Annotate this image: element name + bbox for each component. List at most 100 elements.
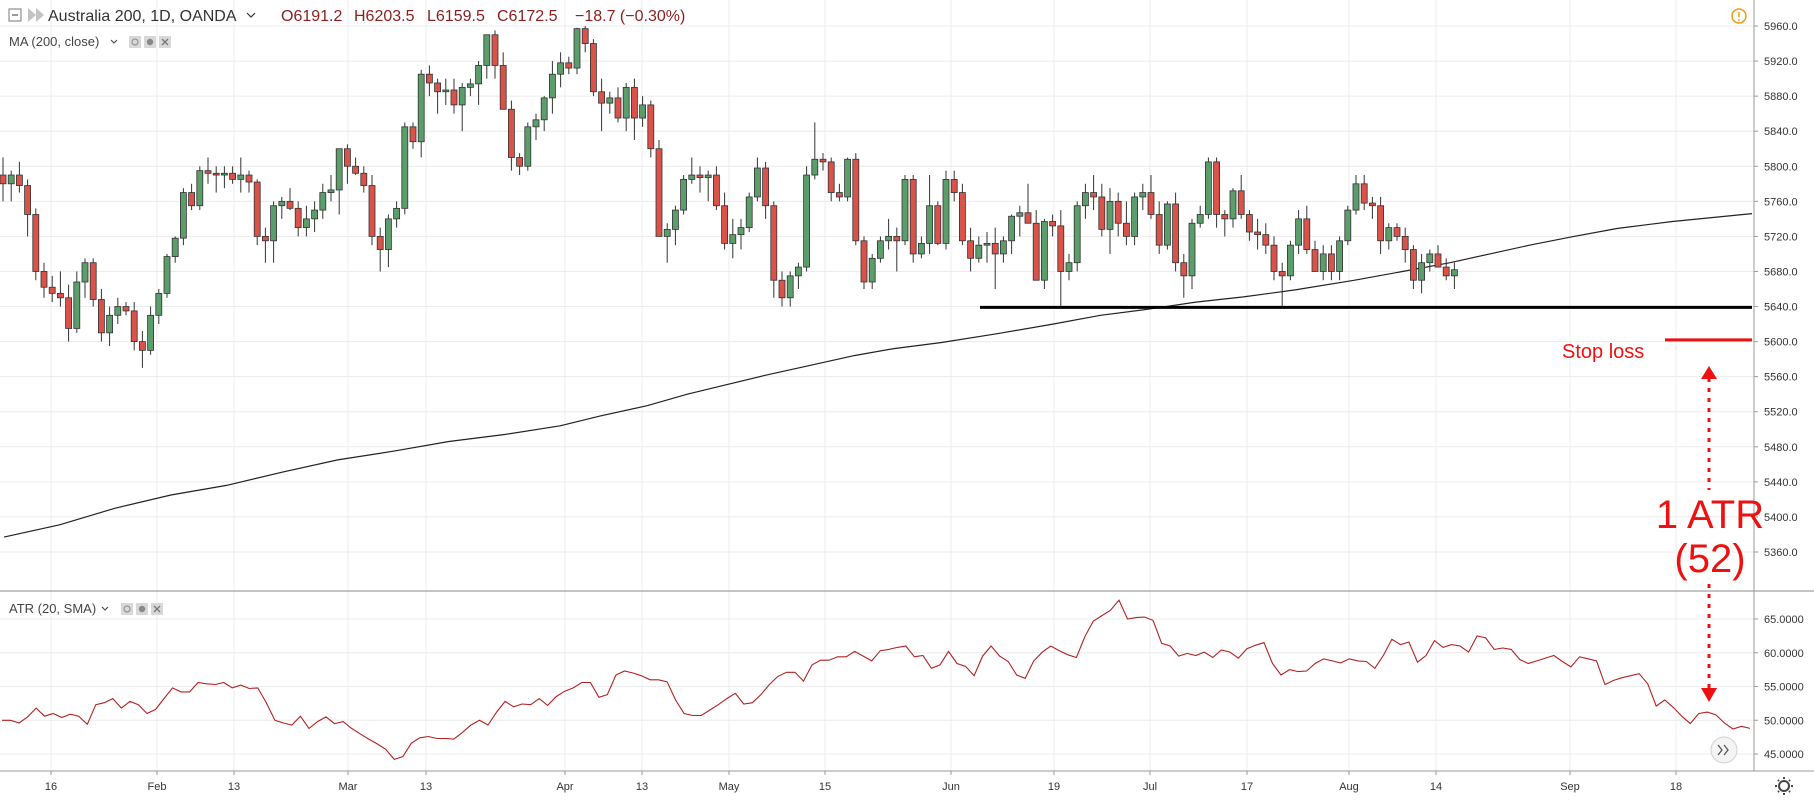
candle[interactable] <box>852 153 860 246</box>
candle[interactable] <box>565 56 573 75</box>
candle[interactable] <box>959 183 966 246</box>
candle[interactable] <box>89 258 97 307</box>
candle[interactable] <box>327 175 335 202</box>
candle[interactable] <box>147 306 155 355</box>
candle[interactable] <box>138 331 146 368</box>
candle[interactable] <box>450 78 458 114</box>
candle[interactable] <box>967 227 974 272</box>
candle[interactable] <box>811 122 819 180</box>
candle[interactable] <box>1114 192 1122 237</box>
scroll-right-button[interactable] <box>1710 736 1738 764</box>
candle[interactable] <box>114 297 122 325</box>
candle[interactable] <box>901 175 909 246</box>
candle[interactable] <box>122 302 130 316</box>
candle[interactable] <box>1287 240 1294 281</box>
candle[interactable] <box>1377 196 1384 254</box>
candle[interactable] <box>1172 192 1179 272</box>
candle[interactable] <box>549 61 556 114</box>
candle[interactable] <box>1008 214 1015 254</box>
candle[interactable] <box>983 232 991 263</box>
candle[interactable] <box>319 183 327 219</box>
candle[interactable] <box>598 78 605 132</box>
candle[interactable] <box>647 100 655 158</box>
candle[interactable] <box>1147 175 1155 219</box>
candle[interactable] <box>532 113 540 140</box>
eye-icon[interactable] <box>129 36 141 48</box>
candle[interactable] <box>245 170 253 193</box>
candle[interactable] <box>844 157 851 202</box>
candle[interactable] <box>360 166 368 193</box>
candle[interactable] <box>1196 205 1204 228</box>
warning-icon[interactable] <box>1731 8 1747 24</box>
candle[interactable] <box>1073 201 1081 272</box>
candle[interactable] <box>622 82 630 132</box>
candle[interactable] <box>335 148 343 215</box>
candle[interactable] <box>73 271 81 333</box>
candle[interactable] <box>106 306 113 346</box>
candle[interactable] <box>1237 175 1245 219</box>
candle[interactable] <box>1065 253 1073 281</box>
candle[interactable] <box>417 69 425 158</box>
candlestick-series[interactable] <box>0 26 1458 368</box>
candle[interactable] <box>32 208 40 281</box>
candle[interactable] <box>1278 262 1286 307</box>
candle[interactable] <box>384 214 392 268</box>
candle[interactable] <box>171 236 179 263</box>
candle[interactable] <box>1057 210 1065 307</box>
candle[interactable] <box>393 201 401 228</box>
atr-legend-label[interactable]: ATR (20, SMA) <box>9 601 96 616</box>
candle[interactable] <box>991 227 999 289</box>
atr-eye-icon[interactable] <box>121 603 133 615</box>
candle[interactable] <box>762 161 769 219</box>
candle[interactable] <box>1360 175 1368 211</box>
candle[interactable] <box>253 179 261 246</box>
candle[interactable] <box>220 166 228 189</box>
candle[interactable] <box>179 188 187 246</box>
candle[interactable] <box>1369 196 1376 219</box>
candle[interactable] <box>1155 201 1163 254</box>
candle[interactable] <box>1123 201 1130 246</box>
candle[interactable] <box>1164 201 1171 250</box>
candle[interactable] <box>704 170 712 202</box>
candle[interactable] <box>819 153 827 171</box>
candle[interactable] <box>1254 218 1261 250</box>
candle[interactable] <box>877 236 884 263</box>
candle[interactable] <box>581 26 589 53</box>
candle[interactable] <box>1000 236 1007 263</box>
candle[interactable] <box>680 175 687 215</box>
candle[interactable] <box>786 271 794 307</box>
candle[interactable] <box>294 201 302 237</box>
candle[interactable] <box>836 183 843 202</box>
candle[interactable] <box>65 284 72 342</box>
candle[interactable] <box>130 302 138 351</box>
candle[interactable] <box>909 175 917 263</box>
candle[interactable] <box>1221 210 1229 237</box>
candle[interactable] <box>1090 175 1097 211</box>
candle[interactable] <box>672 205 679 246</box>
candle[interactable] <box>1131 192 1138 246</box>
candle[interactable] <box>499 52 507 110</box>
candle[interactable] <box>590 39 597 97</box>
candle[interactable] <box>442 78 450 105</box>
candle[interactable] <box>376 227 384 272</box>
candle[interactable] <box>663 223 671 263</box>
candle[interactable] <box>0 157 7 202</box>
symbol-title[interactable]: Australia 200, 1D, OANDA <box>48 8 237 25</box>
candle[interactable] <box>639 96 646 127</box>
candle[interactable] <box>1344 205 1352 246</box>
candle[interactable] <box>1418 253 1425 294</box>
candle[interactable] <box>737 218 745 250</box>
candle[interactable] <box>466 78 474 97</box>
gear-icon[interactable] <box>1775 777 1793 795</box>
candle[interactable] <box>1410 245 1417 289</box>
candle[interactable] <box>918 236 925 259</box>
candle[interactable] <box>1229 188 1237 228</box>
candle[interactable] <box>1180 253 1188 298</box>
candle[interactable] <box>1319 245 1327 281</box>
candle[interactable] <box>212 166 220 193</box>
candle[interactable] <box>1270 236 1278 281</box>
candle[interactable] <box>1295 210 1302 254</box>
candle[interactable] <box>458 82 466 132</box>
candle[interactable] <box>40 262 48 298</box>
candle[interactable] <box>893 227 901 272</box>
